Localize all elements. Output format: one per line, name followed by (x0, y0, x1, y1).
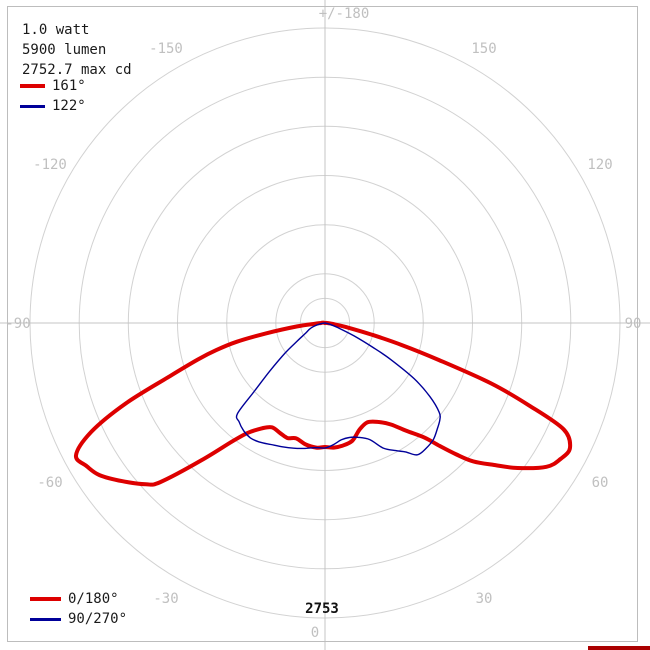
info-lumen: 5900 lumen (22, 42, 107, 58)
angle-label-60: 60 (592, 475, 609, 491)
plane-label-c90: 90/270° (68, 611, 128, 627)
c0-plane-swatch (30, 597, 61, 601)
angle-label-m120: -120 (33, 157, 67, 173)
angle-label-m150: -150 (149, 41, 183, 57)
info-watt: 1.0 watt (22, 22, 90, 38)
angle-label-30: 30 (476, 591, 493, 607)
plane-row-c90: 90/270° (30, 609, 127, 629)
angle-label-m30: -30 (153, 591, 178, 607)
plane-label-c0: 0/180° (68, 591, 119, 607)
angle-label-m90: -90 (5, 316, 30, 332)
curve-c90-270 (235, 322, 441, 456)
curve-c0-180 (73, 320, 573, 487)
angle-label-120: 120 (587, 157, 612, 173)
beam-angle-label-c0: 161° (52, 78, 86, 94)
beam-angle-label-c90: 122° (52, 98, 86, 114)
c90-line-swatch (20, 104, 45, 108)
c0-line-swatch (20, 84, 45, 88)
angle-label-150: 150 (471, 41, 496, 57)
angle-label-180: +/-180 (319, 6, 370, 22)
angle-label-0: 0 (311, 625, 319, 641)
angle-label-90: 90 (625, 316, 642, 332)
beam-angle-row-c90: 122° (20, 96, 86, 116)
info-max-cd: 2752.7 max cd (22, 62, 132, 78)
c90-plane-swatch (30, 617, 61, 621)
info-block: 1.0 watt 5900 lumen 2752.7 max cd (22, 20, 132, 80)
bottom-right-red-mark (588, 646, 650, 650)
angle-label-m60: -60 (37, 475, 62, 491)
beam-angle-legend: 161° 122° (20, 76, 86, 116)
plane-row-c0: 0/180° (30, 589, 127, 609)
max-scale-label: 2753 (305, 601, 339, 617)
plane-legend: 0/180° 90/270° (30, 589, 127, 629)
beam-angle-row-c0: 161° (20, 76, 86, 96)
